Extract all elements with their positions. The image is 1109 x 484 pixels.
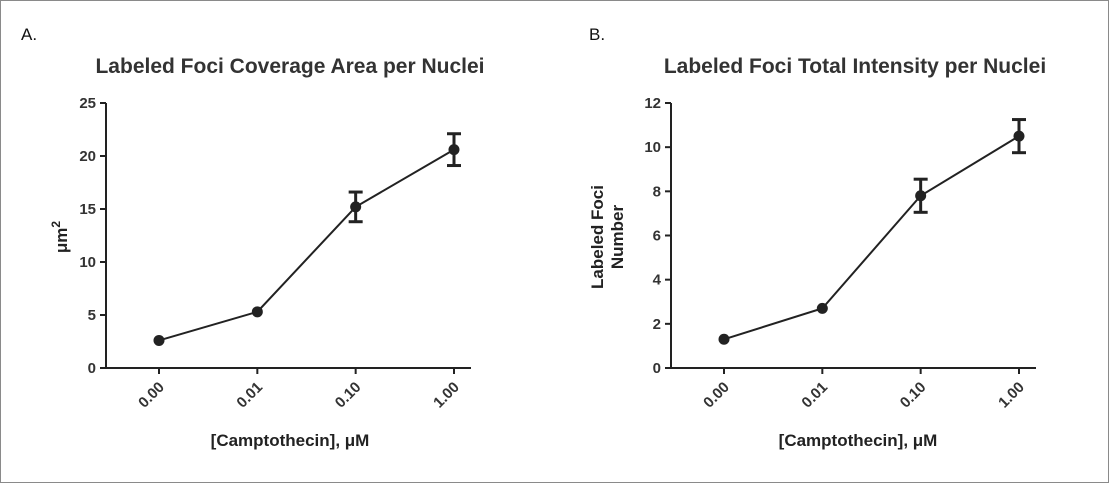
chart-b-series-line xyxy=(723,135,1020,341)
chart-b-plot: 0 2 4 6 8 10 12 0.00 0.01 0.10 1.00 xyxy=(644,95,1036,411)
panel-a-label: A. xyxy=(21,25,38,44)
chart-b-y-tick-label: 0 xyxy=(653,360,661,377)
chart-b-y-tick-label: 10 xyxy=(644,139,661,156)
chart-b-y-tick-label: 12 xyxy=(644,95,661,112)
chart-a-data-point xyxy=(350,201,362,213)
chart-a-x-tick-label: 0.10 xyxy=(332,379,365,412)
chart-b-title: Labeled Foci Total Intensity per Nuclei xyxy=(664,55,1046,78)
chart-b-x-tick-label: 1.00 xyxy=(995,379,1028,412)
chart-a-y-tick-label: 10 xyxy=(79,254,96,271)
chart-a-x-tick-label: 0.01 xyxy=(233,379,266,412)
chart-a-xlabel: [Camptothecin], μM xyxy=(211,431,370,450)
chart-a-ylabel-sup: 2 xyxy=(49,221,63,228)
chart-b-x-tick-label: 0.10 xyxy=(897,379,930,412)
chart-a-ylabel-unit: μm xyxy=(52,228,71,254)
chart-b-data-point xyxy=(915,190,927,202)
chart-b-ylabel-line2: Number xyxy=(608,205,627,270)
chart-b-x-tick-label: 0.00 xyxy=(700,379,733,412)
chart-a-data-point xyxy=(153,334,165,346)
panel-b-label: B. xyxy=(589,25,606,44)
chart-a-x-tick-label: 1.00 xyxy=(430,379,463,412)
chart-b-y-tick-label: 2 xyxy=(653,316,661,333)
chart-a-series-line xyxy=(158,148,455,342)
chart-b-y-tick-label: 8 xyxy=(653,183,661,200)
chart-b-data-point xyxy=(816,302,828,314)
chart-b-data-point xyxy=(718,333,730,345)
chart-b-data-point xyxy=(1013,130,1025,142)
chart-a-plot: 0 5 10 15 20 25 0.00 0.01 0.10 1.00 xyxy=(79,95,471,411)
chart-b-y-tick-label: 6 xyxy=(653,228,661,245)
chart-b-y-tick-label: 4 xyxy=(653,272,662,289)
chart-a-data-point xyxy=(251,306,263,318)
chart-a-y-tick-label: 20 xyxy=(79,148,96,165)
chart-a-y-tick-label: 15 xyxy=(79,201,96,218)
chart-b-xlabel: [Camptothecin], μM xyxy=(779,431,938,450)
chart-a-ylabel: μm2 xyxy=(49,221,71,254)
chart-a-data-point xyxy=(448,144,460,156)
chart-b-x-tick-label: 0.01 xyxy=(798,379,831,412)
chart-a-title: Labeled Foci Coverage Area per Nuclei xyxy=(95,55,484,78)
chart-b-ylabel: Labeled Foci Number xyxy=(588,185,627,289)
chart-a-x-tick-label: 0.00 xyxy=(135,379,168,412)
chart-b-ylabel-line1: Labeled Foci xyxy=(588,185,607,289)
chart-a-y-tick-label: 5 xyxy=(88,307,96,324)
chart-a-y-tick-label: 0 xyxy=(88,360,96,377)
chart-a-y-tick-label: 25 xyxy=(79,95,96,112)
svg-text:μm2: μm2 xyxy=(49,221,71,254)
